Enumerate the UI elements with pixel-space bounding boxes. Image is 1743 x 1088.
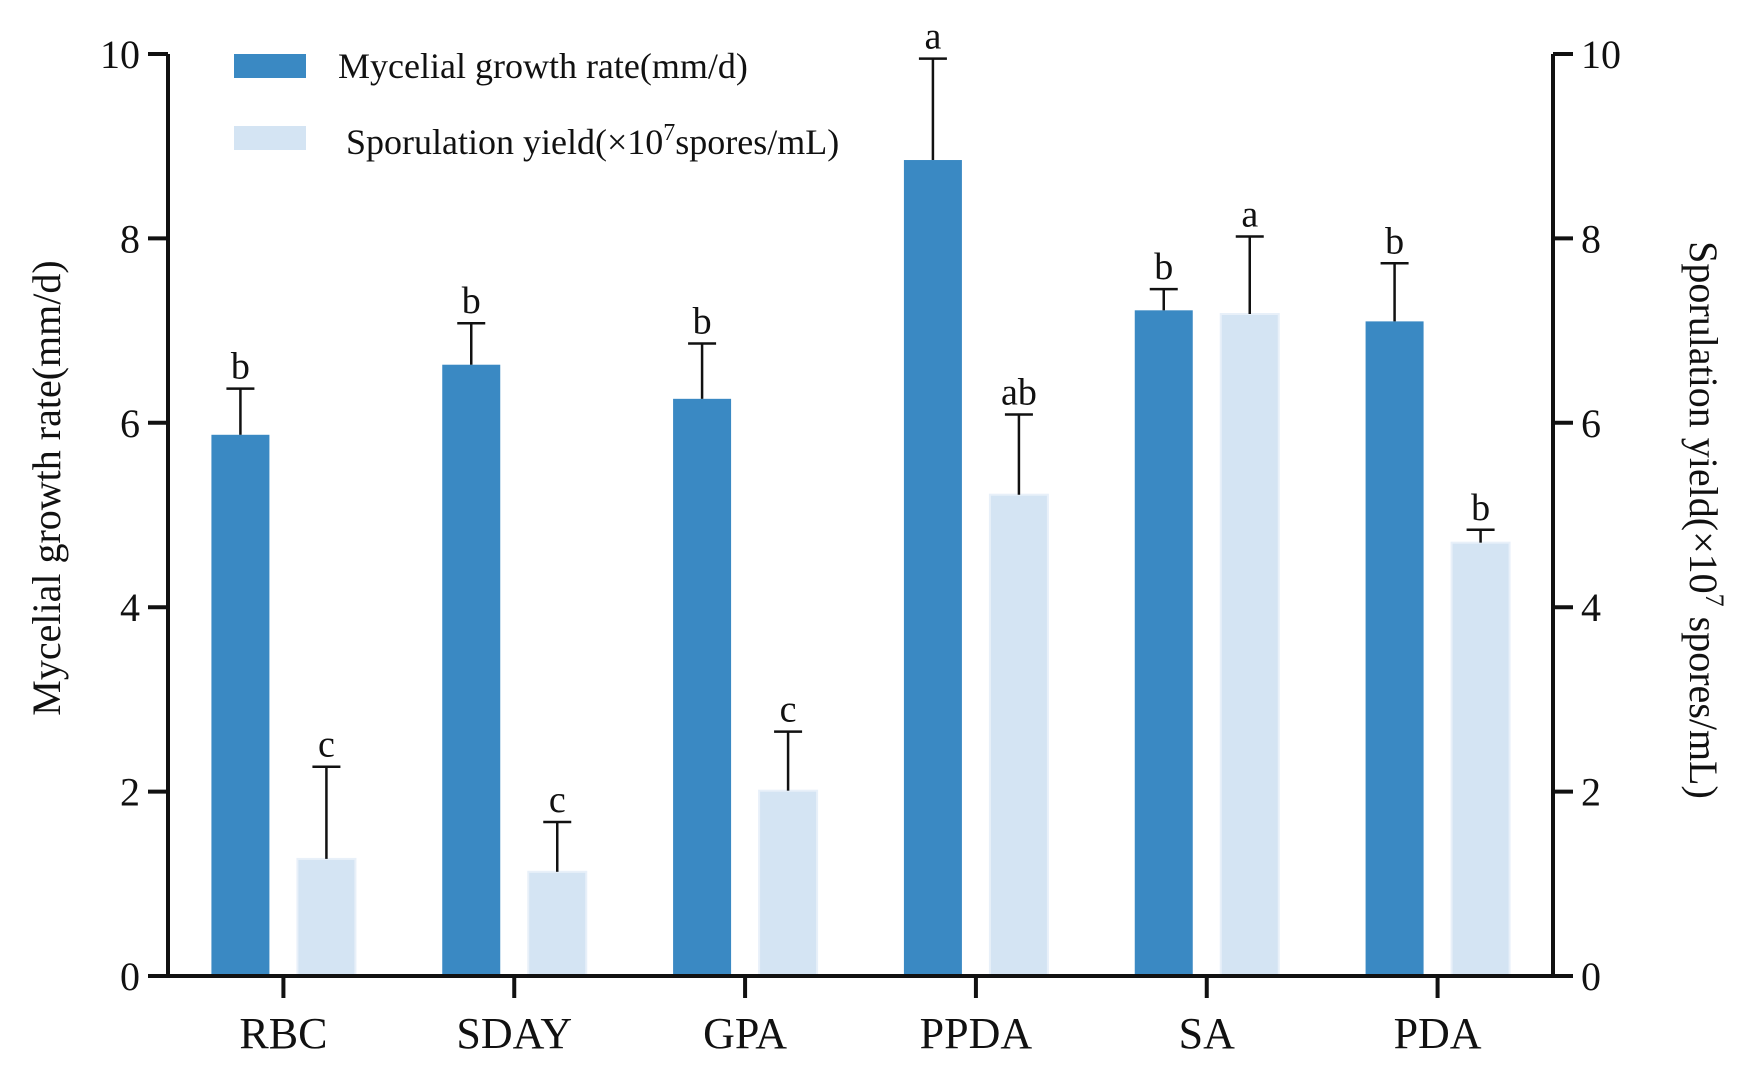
bar-sa-mycelial (1134, 310, 1193, 976)
x-tick-label-pda: PDA (1394, 1009, 1482, 1058)
sig-label-sa-mycelial: b (1154, 246, 1173, 288)
y-tick-label-left-8: 8 (120, 216, 140, 261)
bar-pda-mycelial (1365, 321, 1424, 976)
x-tick-label-sa: SA (1179, 1009, 1235, 1058)
y-axis-right-title-suffix: spores/mL) (1681, 607, 1726, 799)
bar-gpa-sporulation (758, 789, 819, 977)
sig-label-sday-mycelial: b (462, 280, 481, 322)
sig-label-rbc-sporulation: c (318, 724, 335, 766)
bar-gpa-mycelial (673, 398, 732, 976)
sig-label-sa-sporulation: a (1241, 194, 1258, 236)
bar-ppda-sporulation (988, 493, 1049, 977)
y-tick-label-left-10: 10 (100, 32, 140, 77)
y-tick-label-left-0: 0 (120, 954, 140, 999)
legend-label-sporulation-sup: 7 (663, 120, 675, 146)
y-tick-label-right-2: 2 (1581, 770, 1601, 815)
legend-swatch-mycelial (234, 54, 306, 78)
x-tick-label-gpa: GPA (703, 1009, 787, 1058)
sig-label-pda-mycelial: b (1385, 220, 1404, 262)
x-tick-label-ppda: PPDA (920, 1009, 1033, 1058)
bar-sa-sporulation (1219, 313, 1280, 977)
y-axis-right-title-sup: 7 (1700, 594, 1729, 607)
legend-label-sporulation: Sporulation yield(×107spores/mL) (346, 120, 839, 162)
sig-label-ppda-mycelial: a (924, 16, 941, 58)
bar-sday-mycelial (442, 364, 501, 976)
y-axis-right-title-prefix: Sporulation yield(×10 (1681, 241, 1726, 594)
y-tick-label-right-10: 10 (1581, 32, 1621, 77)
y-tick-label-right-0: 0 (1581, 954, 1601, 999)
error-bars-layer (226, 57, 1495, 872)
bars-layer (211, 160, 1511, 978)
bar-sday-sporulation (527, 870, 588, 978)
bar-pda-sporulation (1450, 541, 1511, 977)
sig-label-gpa-sporulation: c (780, 689, 797, 731)
legend-label-sporulation-suffix: spores/mL) (675, 122, 839, 162)
sig-label-pda-sporulation: b (1471, 487, 1490, 529)
bar-rbc-mycelial (211, 434, 270, 976)
legend-swatch-sporulation (234, 126, 306, 150)
sig-label-gpa-mycelial: b (693, 301, 712, 343)
sig-label-ppda-sporulation: ab (1001, 372, 1037, 414)
sig-label-rbc-mycelial: b (231, 346, 250, 388)
axes-layer: RBC SDAY GPA PPDA SA PDA 0 2 4 6 8 10 0 2 4 6 8 10 (100, 32, 1621, 1058)
x-tick-label-sday: SDAY (456, 1009, 572, 1058)
legend: Mycelial growth rate(mm/d) Sporulation y… (234, 46, 839, 162)
x-tick-label-rbc: RBC (239, 1009, 327, 1058)
legend-label-sporulation-prefix: Sporulation yield(×10 (346, 122, 663, 162)
y-tick-label-left-6: 6 (120, 401, 140, 446)
y-axis-right-title: Sporulation yield(×107 spores/mL) (1681, 241, 1729, 799)
bar-ppda-mycelial (903, 160, 962, 976)
y-axis-left-title: Mycelial growth rate(mm/d) (24, 260, 69, 715)
y-tick-label-right-8: 8 (1581, 216, 1601, 261)
y-tick-label-left-4: 4 (120, 585, 140, 630)
y-tick-label-left-2: 2 (120, 770, 140, 815)
sig-label-sday-sporulation: c (549, 779, 566, 821)
bar-rbc-sporulation (296, 857, 357, 978)
legend-label-mycelial: Mycelial growth rate(mm/d) (338, 46, 748, 86)
y-tick-label-right-4: 4 (1581, 585, 1601, 630)
y-tick-label-right-6: 6 (1581, 401, 1601, 446)
